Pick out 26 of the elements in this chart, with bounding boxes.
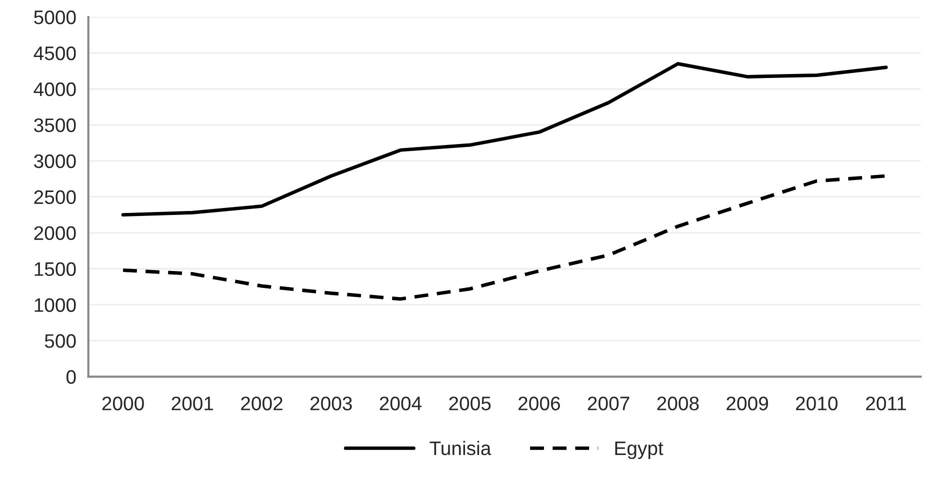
x-tick-label: 2010 [796, 396, 838, 410]
x-tick-label: 2008 [657, 396, 699, 410]
legend-label: Egypt [615, 442, 664, 460]
y-tick-label: 0 [66, 370, 76, 384]
y-tick-label: 1000 [34, 298, 76, 312]
x-tick-label: 2009 [726, 396, 768, 410]
line-series [121, 62, 888, 217]
y-tick-label: 4000 [34, 82, 76, 96]
x-tick-label: 2003 [310, 396, 352, 410]
x-tick-label: 2006 [518, 396, 560, 410]
x-tick-label: 2002 [241, 396, 282, 410]
y-tick-label: 2000 [34, 226, 76, 240]
x-tick-label: 2011 [866, 396, 906, 410]
x-tick-label: 2005 [449, 396, 491, 410]
legend-label: Tunisia [430, 440, 492, 456]
x-tick-label: 2001 [172, 396, 214, 410]
x-tick-label: 2007 [588, 396, 630, 410]
y-tick-label: 5000 [34, 10, 76, 24]
y-tick-label: 500 [44, 334, 76, 348]
x-tick-label: 2000 [102, 396, 144, 410]
x-tick-label: 2004 [380, 396, 422, 410]
y-tick-label: 3000 [34, 154, 76, 168]
y-tick-label: 1500 [34, 262, 76, 276]
y-tick-label: 4500 [34, 46, 76, 60]
y-tick-label: 3500 [34, 118, 76, 132]
y-tick-label: 2500 [34, 190, 76, 204]
